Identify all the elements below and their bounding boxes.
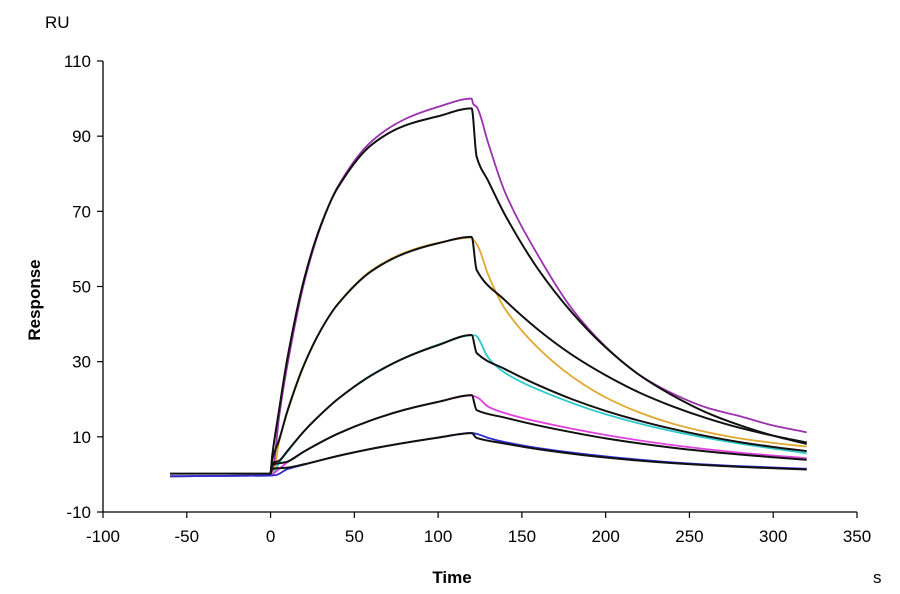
x-tick-label: 300 <box>759 527 787 546</box>
x-unit-label: s <box>873 568 882 587</box>
x-tick-label: 50 <box>345 527 364 546</box>
series-layer <box>170 97 807 478</box>
y-unit-label: RU <box>45 13 70 32</box>
x-tick-label: 200 <box>591 527 619 546</box>
series-line-8 <box>269 333 807 474</box>
y-ticks: -10 10 30 50 70 90 110 <box>64 52 103 522</box>
y-tick-label: 50 <box>72 278 91 297</box>
series-line-10 <box>269 432 807 474</box>
x-tick-label: -100 <box>86 527 120 546</box>
x-ticks: -100 -50 0 50 100 150 200 250 300 350 <box>86 512 871 546</box>
x-tick-label: 350 <box>843 527 871 546</box>
y-tick-label: 10 <box>72 428 91 447</box>
y-tick-label: 70 <box>72 202 91 221</box>
x-tick-label: -50 <box>174 527 199 546</box>
x-tick-label: 150 <box>508 527 536 546</box>
x-tick-label: 0 <box>266 527 275 546</box>
series-line-9 <box>269 394 807 474</box>
x-tick-label: 100 <box>424 527 452 546</box>
series-line-7 <box>269 235 807 474</box>
x-tick-label: 250 <box>675 527 703 546</box>
y-axis-title: Response <box>25 259 44 340</box>
y-tick-label: 110 <box>64 52 91 71</box>
x-axis-title: Time <box>432 568 471 587</box>
y-tick-label: 30 <box>72 353 91 372</box>
y-tick-label: 90 <box>72 127 91 146</box>
series-line-1 <box>170 97 807 478</box>
series-line-6 <box>170 107 807 475</box>
y-tick-label: -10 <box>66 503 91 522</box>
